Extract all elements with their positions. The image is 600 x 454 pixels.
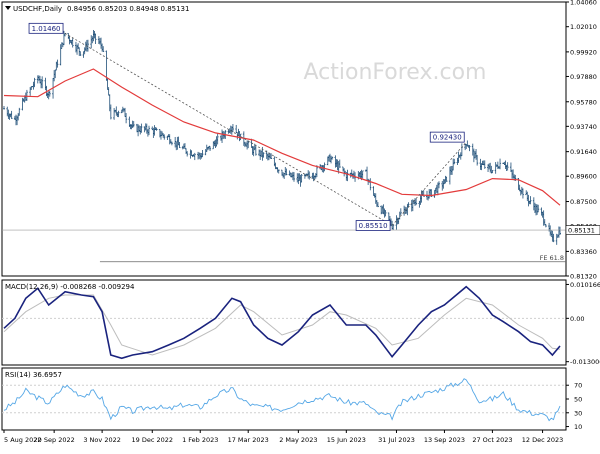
price-y-tick-label: 0.93740 [570, 123, 597, 131]
x-tick-label: 27 Oct 2023 [472, 436, 512, 444]
macd-y-tick-label: -0.013006 [570, 358, 600, 366]
price-y-tick-label: 1.02010 [570, 23, 597, 31]
x-tick-label: 5 Aug 2022 [4, 436, 42, 444]
x-tick-label: 19 Dec 2022 [132, 436, 174, 444]
price-annotation-label: 0.85510 [359, 222, 388, 230]
trend-line [391, 141, 467, 226]
price-y-tick-label: 0.95780 [570, 98, 597, 106]
macd-line [3, 285, 561, 360]
price-y-tick-label: 0.83360 [570, 248, 597, 256]
annotation-layer: 1.01460 0.85510 0.92430 [28, 22, 465, 231]
x-tick-label: 2 May 2023 [279, 436, 317, 444]
moving-average-line [3, 68, 561, 206]
price-y-tick-label: 0.87500 [570, 198, 597, 206]
x-tick-label: 1 Feb 2023 [182, 436, 218, 444]
x-tick-label: 3 Nov 2022 [83, 436, 121, 444]
macd-label: MACD(12,26,9) -0.008268 -0.009294 [5, 283, 135, 291]
price-annotation-label: 0.92430 [433, 134, 462, 142]
price-bars [3, 29, 561, 245]
price-y-tick-label: 0.89600 [570, 173, 597, 181]
axis-layer: 1.04060 1.02010 0.99920 0.97880 0.95780 0.937… [3, 0, 600, 444]
x-tick-label: 12 Dec 2023 [522, 436, 564, 444]
last-price-box [565, 225, 600, 235]
price-annotation-box [355, 220, 391, 231]
rsi-y-tick-label: 30 [574, 409, 582, 417]
rsi-label: RSI(14) 36.6957 [5, 371, 62, 379]
rsi-line [3, 378, 561, 422]
price-annotation-label: 1.01460 [32, 25, 61, 33]
rsi-layer [3, 378, 561, 422]
macd-layer [3, 285, 561, 360]
price-y-tick-label: 0.91640 [570, 148, 597, 156]
price-y-tick-label: 0.99920 [570, 48, 597, 56]
watermark-text: ActionForex.com [304, 60, 487, 85]
macd-y-tick-label: 0.00 [570, 315, 584, 323]
rsi-y-tick-label: 10 [574, 423, 582, 431]
chart-ohlc: 0.84956 0.85203 0.84948 0.85131 [67, 5, 189, 13]
x-tick-label: 17 Mar 2023 [228, 436, 269, 444]
x-tick-label: 20 Sep 2022 [34, 436, 75, 444]
price-lines: FE 61.8 [2, 32, 566, 263]
price-annotation-box [28, 22, 64, 34]
last-price-label: 0.85131 [568, 227, 595, 235]
macd-signal-line [3, 294, 561, 356]
trend-line [64, 32, 393, 226]
symbol-triangle-icon [5, 6, 11, 10]
price-y-tick-label: 0.97880 [570, 73, 597, 81]
price-annotation-box [429, 131, 465, 143]
macd-panel-frame [1, 279, 567, 366]
x-tick-label: 31 Jul 2023 [378, 436, 415, 444]
price-panel-frame [1, 1, 567, 277]
x-tick-label: 13 Sep 2023 [424, 436, 465, 444]
price-y-tick-label: 0.81320 [570, 273, 597, 281]
macd-y-tick-label: 0.010166 [570, 281, 600, 289]
x-tick-label: 15 Jun 2023 [327, 436, 366, 444]
chart-symbol: USDCHF,Daily [13, 5, 62, 13]
rsi-y-tick-label: 70 [574, 382, 582, 390]
price-y-tick-label: 1.04060 [570, 0, 597, 7]
fe-level-label: FE 61.8 [540, 254, 564, 262]
rsi-y-tick-label: 50 [574, 396, 582, 404]
